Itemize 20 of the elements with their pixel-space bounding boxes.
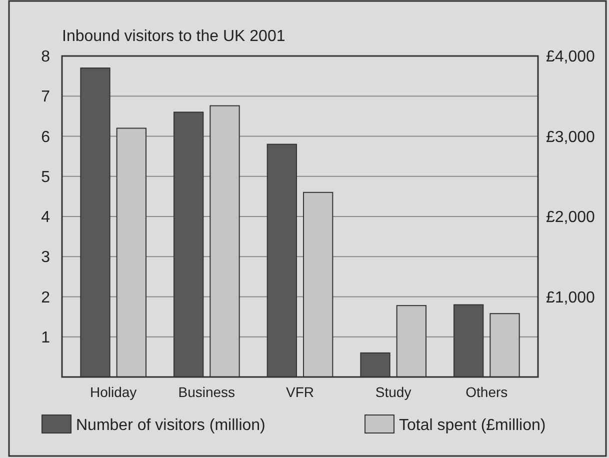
x-tick-label: Others xyxy=(466,384,508,400)
y-tick-label: 5 xyxy=(41,168,50,186)
y2-tick-label: £2,000 xyxy=(546,209,596,226)
y-tick-label: 7 xyxy=(41,88,50,106)
y-tick-label: 3 xyxy=(41,249,50,266)
y-tick-label: 1 xyxy=(41,329,50,346)
legend-label: Total spent (£million) xyxy=(399,417,546,434)
x-tick-label: Business xyxy=(178,384,236,400)
y-tick-label: 6 xyxy=(41,128,50,146)
y-tick-label: 8 xyxy=(41,48,50,66)
x-tick-label: Study xyxy=(375,384,412,400)
y2-tick-label: £4,000 xyxy=(546,48,596,66)
y-tick-label: 4 xyxy=(41,209,50,226)
legend-label: Number of visitors (million) xyxy=(76,417,266,434)
chart-title: Inbound visitors to the UK 2001 xyxy=(62,28,286,45)
x-tick-label: Holiday xyxy=(90,384,137,400)
x-tick-label: VFR xyxy=(286,384,314,400)
y-tick-label: 2 xyxy=(41,289,50,306)
y2-tick-label: £3,000 xyxy=(546,128,596,146)
y2-tick-label: £1,000 xyxy=(546,289,596,306)
